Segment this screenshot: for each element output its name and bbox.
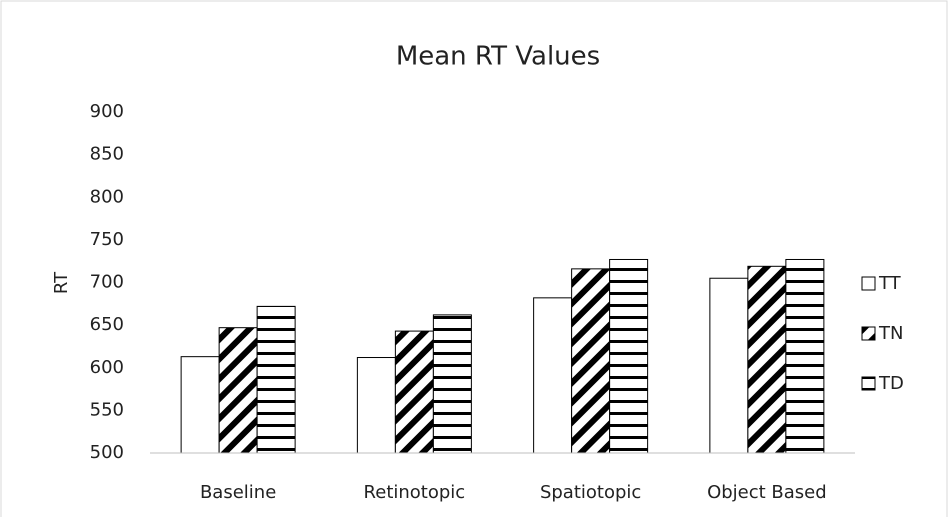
bar [571, 268, 611, 454]
bar [256, 305, 296, 454]
y-tick-label: 750 [90, 229, 124, 250]
y-tick-label: 500 [90, 442, 124, 463]
x-tick-label: Baseline [200, 482, 276, 503]
bar [609, 258, 649, 454]
bar [180, 356, 220, 454]
y-tick-label: 600 [90, 357, 124, 378]
y-tick-label: 900 [90, 101, 124, 122]
bar [394, 330, 434, 454]
y-tick-label: 850 [90, 144, 124, 165]
bar [709, 277, 749, 454]
y-tick-label: 550 [90, 399, 124, 420]
x-tick-label: Object Based [707, 482, 827, 503]
bar [218, 327, 258, 454]
legend-swatch [861, 326, 876, 341]
legend-label: TD [878, 373, 904, 394]
bar [533, 297, 573, 454]
y-axis-label: RT [51, 271, 72, 294]
x-tick-label: Spatiotopic [540, 482, 641, 503]
y-tick-label: 800 [90, 186, 124, 207]
y-tick-label: 700 [90, 272, 124, 293]
bar [747, 265, 787, 454]
x-tick-label: Retinotopic [364, 482, 466, 503]
bar [785, 258, 825, 454]
bar [356, 357, 396, 454]
legend-swatch [861, 376, 876, 391]
bar [432, 314, 472, 454]
legend-label: TT [878, 273, 902, 294]
chart-title: Mean RT Values [396, 42, 600, 72]
y-tick-label: 650 [90, 314, 124, 335]
legend-swatch [861, 276, 876, 291]
legend-label: TN [878, 323, 903, 344]
